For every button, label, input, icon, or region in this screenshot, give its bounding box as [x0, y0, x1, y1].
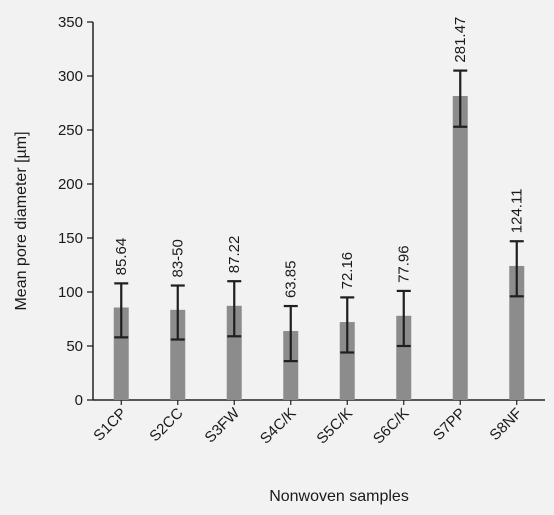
bar	[339, 322, 355, 400]
data-label: 83-50	[170, 239, 187, 277]
error-bars	[114, 69, 524, 363]
y-tick-label: 200	[58, 176, 83, 193]
value-labels: 85.64 83-50 87.22 63.85 72.16 77.96 281.47 124.…	[113, 17, 526, 298]
bar	[283, 331, 299, 400]
y-tick-label: 350	[58, 14, 83, 31]
bar	[226, 305, 242, 400]
y-axis-label: Mean pore diameter [µm]	[13, 131, 30, 310]
data-label: 77.96	[396, 245, 413, 283]
bar	[509, 265, 525, 400]
bar	[113, 307, 129, 400]
data-label: 124.11	[509, 188, 526, 233]
y-tick-label: 0	[75, 392, 83, 409]
y-tick-label: 250	[58, 122, 83, 139]
data-label: 85.64	[113, 238, 130, 276]
y-tick-label: 300	[58, 68, 83, 85]
data-label: 63.85	[283, 260, 300, 298]
data-label: 72.16	[339, 252, 356, 290]
x-axis-label: Nonwoven samples	[269, 488, 409, 505]
y-tick-label: 150	[58, 230, 83, 247]
data-label: 87.22	[226, 236, 243, 274]
bar	[452, 96, 468, 401]
bars	[113, 96, 525, 401]
bar	[396, 315, 412, 400]
data-label: 281.47	[452, 17, 469, 63]
y-tick-label: 50	[66, 338, 83, 355]
bar	[170, 309, 186, 400]
y-tick-label: 100	[58, 284, 83, 301]
